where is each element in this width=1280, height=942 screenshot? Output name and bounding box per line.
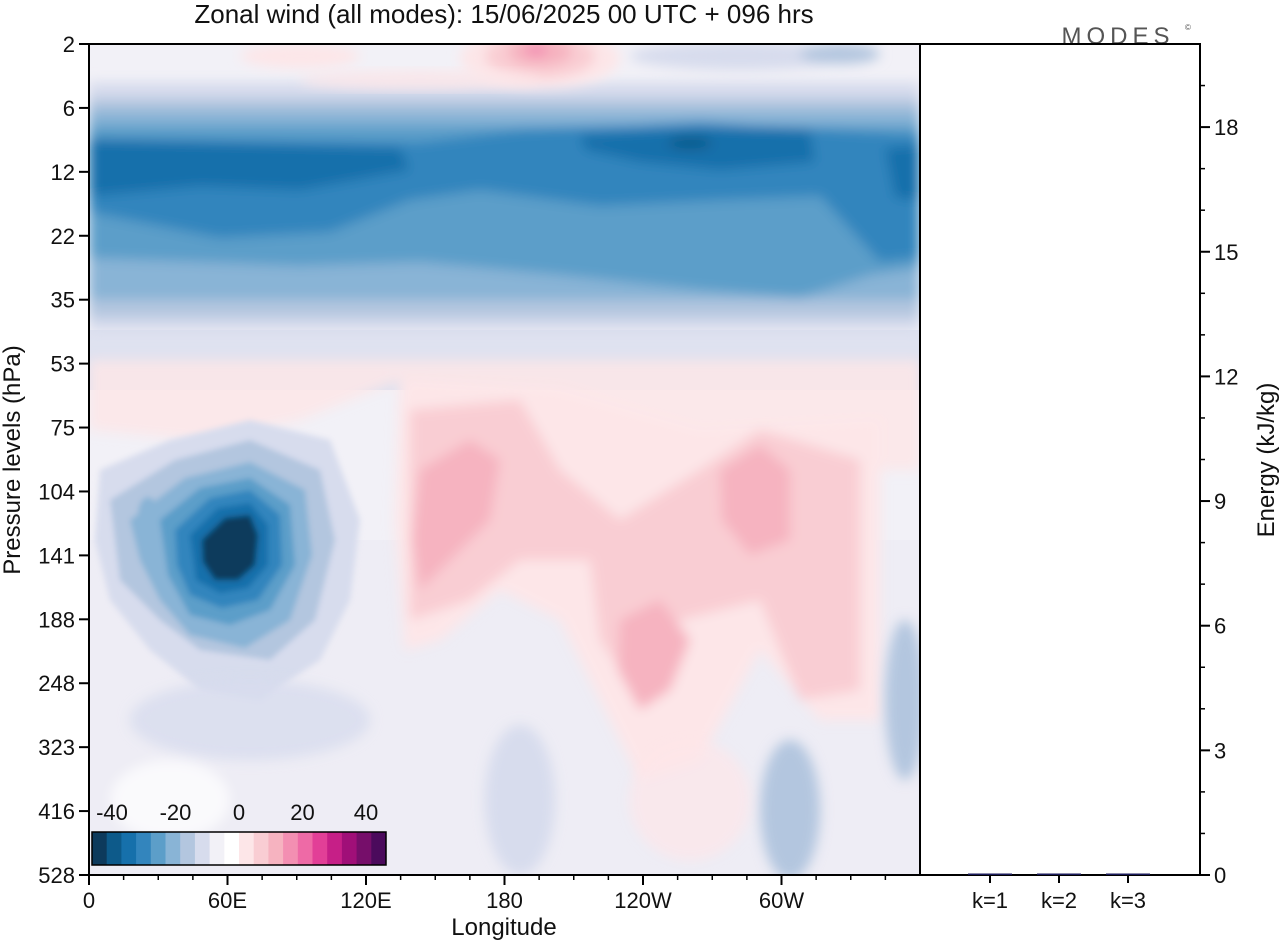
colorbar-label: 0 — [233, 800, 245, 825]
energy-tick-label: 15 — [1214, 240, 1238, 265]
colorbar-label: -40 — [96, 800, 128, 825]
colorbar-swatch — [253, 832, 269, 865]
pressure-tick-label: 416 — [38, 799, 75, 824]
pressure-tick-label: 53 — [51, 352, 75, 377]
pressure-tick-label: 12 — [51, 160, 75, 185]
colorbar-swatch — [356, 832, 372, 865]
colorbar-swatch — [297, 832, 313, 865]
pressure-tick-label: 528 — [38, 863, 75, 888]
energy-bar — [1106, 873, 1150, 875]
y-axis-label: Pressure levels (hPa) — [0, 345, 26, 574]
energy-tick-label: 18 — [1214, 115, 1238, 140]
longitude-tick-label: 60W — [759, 888, 804, 913]
energy-category-label: k=3 — [1110, 888, 1146, 913]
pressure-tick-label: 22 — [51, 224, 75, 249]
colorbar-label: 20 — [290, 800, 314, 825]
pressure-tick-label: 248 — [38, 671, 75, 696]
energy-tick-label: 9 — [1214, 489, 1226, 514]
colorbar-swatch — [136, 832, 152, 865]
pressure-tick-label: 141 — [38, 543, 75, 568]
energy-axis: 0 3 6 9 12 15 18 — [1200, 84, 1238, 888]
colorbar-swatch — [283, 832, 299, 865]
pressure-axis: 2 6 12 22 35 53 75 104 141 188 248 323 416 528 — [38, 32, 89, 888]
longitude-tick-label: 180 — [486, 888, 523, 913]
logo-copyright-mark: © — [1185, 23, 1196, 32]
pressure-tick-label: 323 — [38, 735, 75, 760]
longitude-axis: 0 60E 120E 180 120W 60W — [83, 875, 887, 913]
longitude-tick-label: 0 — [83, 888, 95, 913]
colorbar-swatch — [180, 832, 196, 865]
colorbar-label: -20 — [160, 800, 192, 825]
x-axis-label: Longitude — [451, 914, 556, 941]
pressure-tick-label: 6 — [63, 96, 75, 121]
energy-axis-label: Energy (kJ/kg) — [1253, 383, 1280, 538]
colorbar-label: 40 — [354, 800, 378, 825]
pressure-tick-label: 75 — [51, 416, 75, 441]
longitude-tick-label: 120W — [614, 888, 672, 913]
zonal-wind-heatmap — [89, 44, 920, 875]
energy-tick-label: 12 — [1214, 364, 1238, 389]
colorbar-frame — [91, 831, 387, 866]
energy-tick-label: 0 — [1214, 863, 1226, 888]
energy-category-label: k=1 — [972, 888, 1008, 913]
energy-bar — [1037, 873, 1081, 875]
colorbar-swatch — [165, 832, 181, 865]
energy-bar — [968, 873, 1012, 875]
colorbar: -40 -20 0 20 40 — [91, 800, 387, 866]
energy-bars: k=1 k=2 k=3 — [968, 873, 1150, 913]
colorbar-swatch — [268, 832, 284, 865]
colorbar-swatch — [371, 832, 387, 865]
colorbar-swatch — [150, 832, 166, 865]
energy-tick-label: 3 — [1214, 738, 1226, 763]
colorbar-swatch — [327, 832, 343, 865]
colorbar-swatch — [312, 832, 328, 865]
energy-category-label: k=2 — [1041, 888, 1077, 913]
colorbar-swatch — [194, 832, 211, 865]
colorbar-swatch — [341, 832, 358, 865]
energy-tick-label: 6 — [1214, 614, 1226, 639]
colorbar-swatch — [92, 832, 108, 865]
colorbar-swatch — [121, 832, 137, 865]
pressure-tick-label: 35 — [51, 288, 75, 313]
pressure-tick-label: 104 — [38, 479, 75, 504]
longitude-tick-label: 120E — [340, 888, 391, 913]
energy-panel-frame — [919, 43, 1201, 876]
pressure-tick-label: 2 — [63, 32, 75, 57]
colorbar-swatch — [239, 832, 255, 865]
colorbar-swatch — [106, 832, 122, 865]
colorbar-swatch — [209, 832, 225, 865]
pressure-tick-label: 188 — [38, 607, 75, 632]
longitude-tick-label: 60E — [208, 888, 247, 913]
colorbar-swatch — [224, 832, 240, 865]
chart-title: Zonal wind (all modes): 15/06/2025 00 UT… — [194, 0, 813, 29]
